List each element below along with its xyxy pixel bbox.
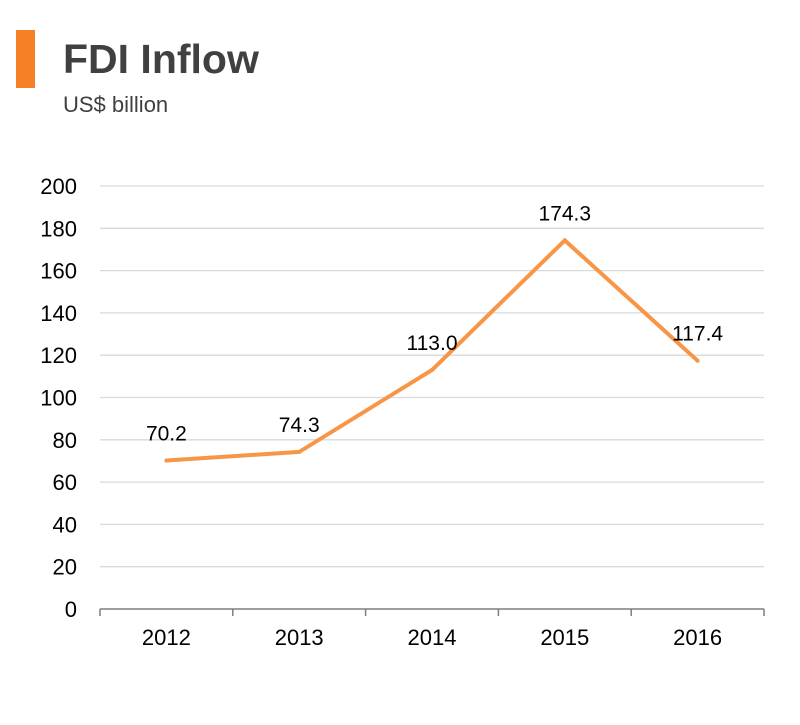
y-tick-label: 40 <box>53 512 77 537</box>
chart-subtitle: US$ billion <box>63 92 169 117</box>
data-label: 117.4 <box>672 323 723 346</box>
x-axis-tick-labels: 2012 2013 2014 2015 2016 <box>142 625 722 650</box>
data-label: 74.3 <box>279 414 320 437</box>
y-tick-label: 200 <box>40 174 77 199</box>
y-tick-label: 20 <box>53 555 77 580</box>
data-labels: 70.2 74.3 113.0 174.3 117.4 <box>146 202 723 445</box>
data-point <box>297 449 302 454</box>
data-point <box>695 358 700 363</box>
x-tick-label: 2015 <box>540 625 589 650</box>
chart-title: FDI Inflow <box>63 36 259 82</box>
y-tick-label: 180 <box>40 216 77 241</box>
x-tick-label: 2012 <box>142 625 191 650</box>
x-tick-label: 2014 <box>408 625 457 650</box>
x-tick-label: 2013 <box>275 625 324 650</box>
data-label: 113.0 <box>407 332 458 355</box>
y-tick-label: 60 <box>53 470 77 495</box>
y-tick-label: 120 <box>40 343 77 368</box>
y-tick-label: 100 <box>40 386 77 411</box>
data-point <box>164 458 169 463</box>
data-label: 174.3 <box>539 202 592 225</box>
y-axis-tick-labels: 0 20 40 60 80 100 120 140 160 180 200 <box>40 174 77 622</box>
y-tick-label: 0 <box>65 597 77 622</box>
gridlines <box>100 185 764 568</box>
y-tick-label: 140 <box>40 301 77 326</box>
y-tick-label: 160 <box>40 259 77 284</box>
data-label: 70.2 <box>146 423 187 446</box>
x-axis <box>99 608 765 616</box>
data-point <box>430 368 434 373</box>
data-point <box>562 238 567 243</box>
title-accent-bar <box>16 30 35 88</box>
y-tick-label: 80 <box>53 428 77 453</box>
x-tick-label: 2016 <box>673 625 722 650</box>
series-layer <box>164 237 700 463</box>
